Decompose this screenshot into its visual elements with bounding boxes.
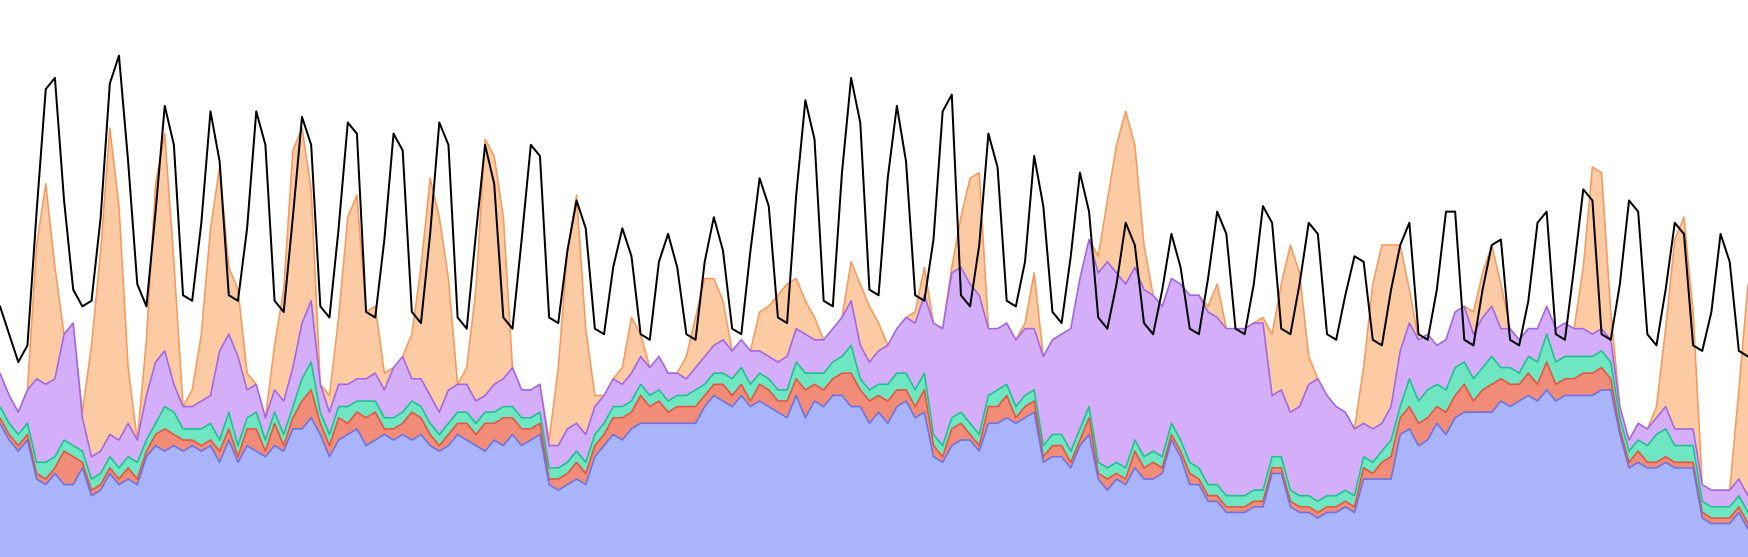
area-edge-s4 [0,238,1748,497]
area-series-s1 [0,389,1748,557]
area-edge-s2 [0,361,1748,524]
stacked-areas [0,110,1748,557]
total-line-total [0,54,1748,364]
area-edge-s1 [0,389,1748,530]
total-line-layer [0,54,1748,364]
area-series-s4 [0,239,1748,513]
area-edge-s3 [0,333,1748,513]
